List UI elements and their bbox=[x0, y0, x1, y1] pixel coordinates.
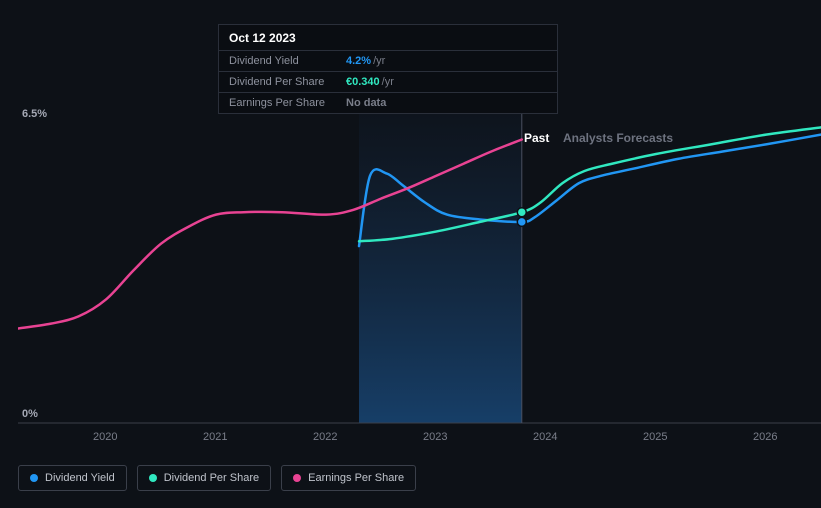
tooltip-row-label: Dividend Yield bbox=[229, 55, 346, 67]
tooltip-row-value: No data bbox=[346, 97, 386, 109]
legend-dot-icon bbox=[30, 474, 38, 482]
tooltip-row-value: 4.2% bbox=[346, 55, 371, 67]
tooltip-row: Dividend Yield 4.2% /yr bbox=[219, 50, 557, 71]
legend-item-label: Earnings Per Share bbox=[308, 472, 404, 484]
x-axis-tick: 2020 bbox=[93, 431, 117, 443]
chart-plot-area[interactable] bbox=[18, 108, 821, 423]
x-axis-tick: 2021 bbox=[203, 431, 227, 443]
tooltip-row: Earnings Per Share No data bbox=[219, 92, 557, 113]
legend-dot-icon bbox=[149, 474, 157, 482]
x-axis-tick: 2022 bbox=[313, 431, 337, 443]
legend-item-label: Dividend Yield bbox=[45, 472, 115, 484]
tooltip-row-label: Dividend Per Share bbox=[229, 76, 346, 88]
legend-item-dividend-yield[interactable]: Dividend Yield bbox=[18, 465, 127, 491]
x-axis-tick: 2023 bbox=[423, 431, 447, 443]
x-axis-tick: 2025 bbox=[643, 431, 667, 443]
chart-legend: Dividend Yield Dividend Per Share Earnin… bbox=[18, 465, 416, 491]
x-axis-tick: 2026 bbox=[753, 431, 777, 443]
tooltip-row-suffix: /yr bbox=[382, 76, 394, 88]
tooltip-date: Oct 12 2023 bbox=[219, 25, 557, 50]
legend-item-label: Dividend Per Share bbox=[164, 472, 259, 484]
chart-tooltip: Oct 12 2023 Dividend Yield 4.2% /yr Divi… bbox=[218, 24, 558, 114]
x-axis-tick: 2024 bbox=[533, 431, 557, 443]
tooltip-row-suffix: /yr bbox=[373, 55, 385, 67]
tooltip-row: Dividend Per Share €0.340 /yr bbox=[219, 71, 557, 92]
tooltip-row-label: Earnings Per Share bbox=[229, 97, 346, 109]
tooltip-row-value: €0.340 bbox=[346, 76, 380, 88]
legend-item-earnings-per-share[interactable]: Earnings Per Share bbox=[281, 465, 416, 491]
legend-item-dividend-per-share[interactable]: Dividend Per Share bbox=[137, 465, 271, 491]
chart-svg bbox=[18, 108, 821, 448]
legend-dot-icon bbox=[293, 474, 301, 482]
